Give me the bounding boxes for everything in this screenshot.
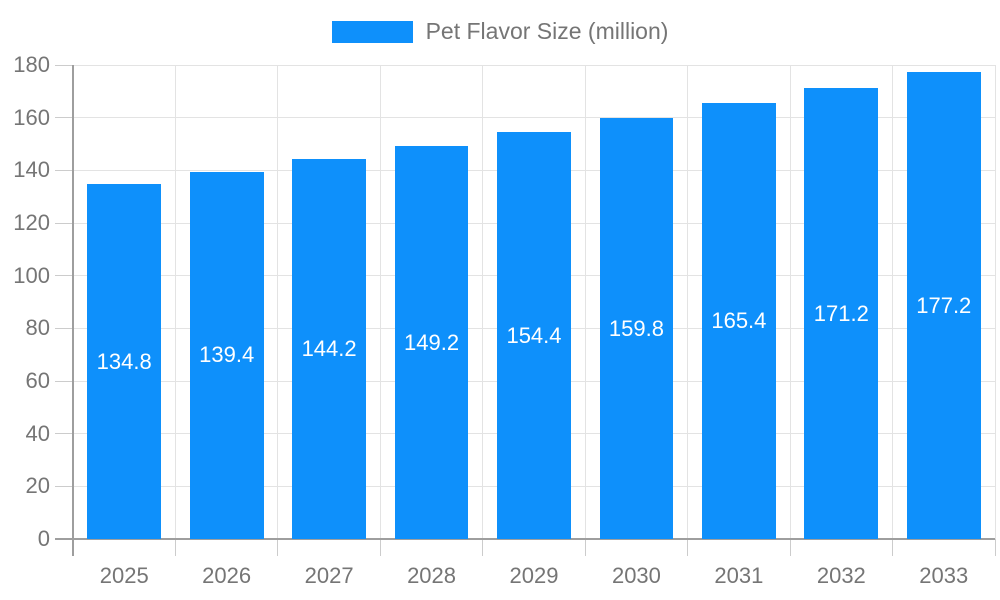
y-axis-label: 120 bbox=[13, 210, 50, 235]
bar-value-label: 165.4 bbox=[711, 308, 767, 334]
x-tick bbox=[789, 539, 791, 556]
bar-2033[interactable]: 177.2 bbox=[906, 72, 981, 539]
bar-2032[interactable]: 171.2 bbox=[804, 88, 879, 539]
x-tick bbox=[174, 539, 176, 556]
y-tick bbox=[55, 275, 73, 277]
legend-swatch bbox=[331, 20, 413, 43]
bar-value-label: 144.2 bbox=[301, 336, 357, 362]
y-axis-label: 100 bbox=[13, 262, 50, 288]
x-axis-label: 2033 bbox=[919, 563, 969, 588]
x-axis-label: 2028 bbox=[407, 563, 457, 588]
bar-value-label: 171.2 bbox=[813, 300, 869, 326]
legend[interactable]: Pet Flavor Size (million) bbox=[0, 18, 1000, 45]
y-tick bbox=[55, 433, 73, 435]
y-tick bbox=[55, 222, 73, 224]
gridline-x bbox=[379, 65, 381, 539]
bar-2030[interactable]: 159.8 bbox=[599, 118, 674, 539]
x-tick bbox=[994, 539, 996, 556]
x-axis-label: 2027 bbox=[304, 563, 354, 588]
bar-2031[interactable]: 165.4 bbox=[702, 103, 776, 539]
gridline-x bbox=[994, 65, 996, 539]
gridline-x bbox=[482, 65, 484, 539]
bar-2025[interactable]: 134.8 bbox=[87, 184, 162, 539]
y-tick bbox=[55, 485, 73, 487]
gridline-x bbox=[174, 65, 176, 539]
gridline-x bbox=[892, 65, 894, 539]
gridline-y bbox=[73, 64, 995, 66]
x-tick bbox=[892, 539, 894, 556]
bar-2028[interactable]: 149.2 bbox=[394, 146, 469, 539]
x-axis-label: 2025 bbox=[99, 563, 149, 588]
bar-value-label: 149.2 bbox=[404, 329, 460, 355]
gridline-y bbox=[73, 117, 995, 119]
y-axis-label: 0 bbox=[37, 526, 50, 551]
bar-value-label: 177.2 bbox=[916, 292, 972, 318]
x-tick bbox=[482, 539, 484, 556]
y-axis-label: 20 bbox=[25, 473, 50, 499]
x-tick bbox=[584, 539, 586, 556]
gridline-x bbox=[277, 65, 279, 539]
y-tick bbox=[55, 327, 73, 329]
y-axis-label: 180 bbox=[13, 52, 50, 77]
bar-2026[interactable]: 139.4 bbox=[189, 171, 264, 539]
y-tick bbox=[55, 169, 73, 171]
y-tick bbox=[55, 64, 73, 66]
y-tick bbox=[55, 117, 73, 119]
x-tick bbox=[687, 539, 689, 556]
x-tick bbox=[379, 539, 381, 556]
y-axis-label: 160 bbox=[13, 104, 50, 130]
gridline-x bbox=[584, 65, 586, 539]
x-axis-label: 2029 bbox=[509, 563, 559, 588]
y-axis-label: 40 bbox=[25, 420, 50, 446]
bar-value-label: 159.8 bbox=[608, 315, 664, 341]
x-axis-line bbox=[55, 538, 995, 540]
legend-label: Pet Flavor Size (million) bbox=[425, 18, 669, 44]
bar-value-label: 154.4 bbox=[506, 322, 562, 348]
bar-2029[interactable]: 154.4 bbox=[497, 132, 571, 539]
gridline-x bbox=[789, 65, 791, 539]
x-tick bbox=[277, 539, 279, 556]
bar-value-label: 134.8 bbox=[96, 348, 152, 374]
y-axis-label: 60 bbox=[25, 368, 50, 393]
bar-2027[interactable]: 144.2 bbox=[292, 159, 366, 539]
y-tick bbox=[55, 380, 73, 382]
y-axis-label: 140 bbox=[13, 157, 50, 183]
y-axis-line bbox=[72, 65, 74, 556]
bar-value-label: 139.4 bbox=[199, 342, 255, 368]
x-axis-label: 2030 bbox=[611, 563, 661, 588]
x-axis-label: 2026 bbox=[202, 563, 252, 588]
x-axis-label: 2032 bbox=[816, 563, 866, 588]
x-axis-label: 2031 bbox=[714, 563, 764, 588]
y-axis-label: 80 bbox=[25, 315, 50, 341]
gridline-x bbox=[687, 65, 689, 539]
